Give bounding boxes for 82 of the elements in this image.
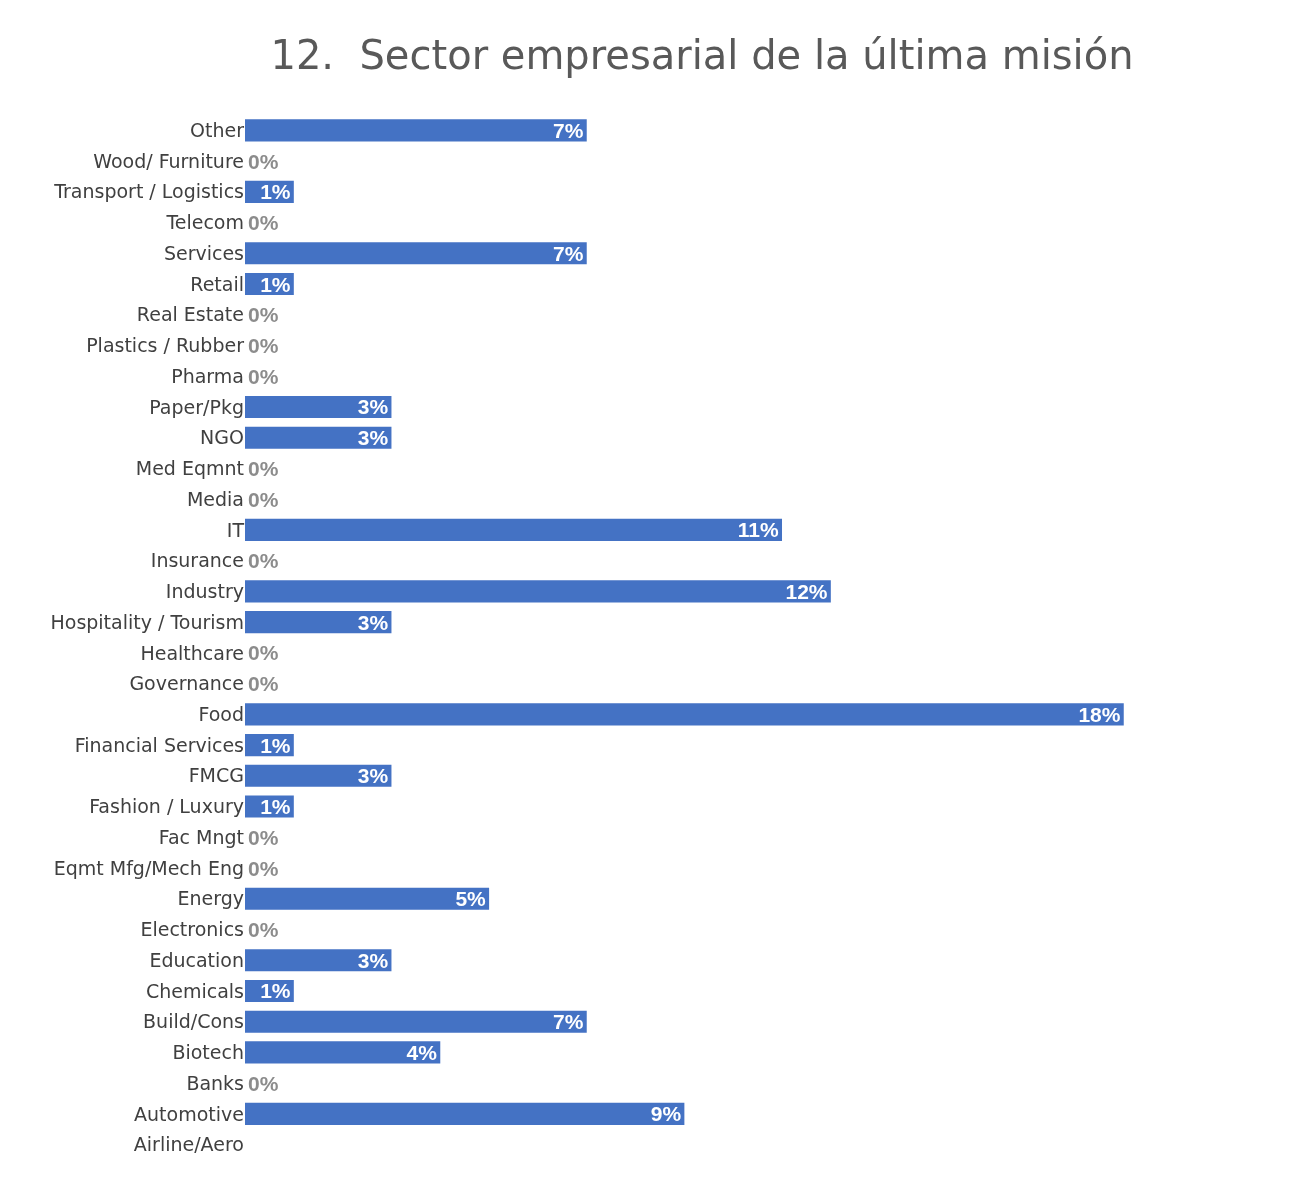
y-tick-label: Plastics / Rubber <box>86 334 245 357</box>
data-label: 3% <box>357 764 389 788</box>
bar <box>245 1041 441 1064</box>
bar <box>245 395 392 419</box>
y-tick-label: Services <box>163 241 244 264</box>
y-tick-label: Media <box>186 487 244 510</box>
bar <box>245 611 392 634</box>
y-tick-label: Telecom <box>165 211 244 234</box>
bar <box>245 242 587 265</box>
data-label: 3% <box>357 426 389 450</box>
data-label: 9% <box>650 1102 682 1126</box>
bar <box>245 887 490 910</box>
y-tick-label: Pharma <box>171 364 244 387</box>
y-tick-label: Fashion / Luxury <box>89 795 244 818</box>
data-label: 0% <box>248 856 279 880</box>
bar <box>245 949 392 972</box>
y-tick-label: Food <box>198 702 244 725</box>
y-tick-label: Energy <box>177 887 244 910</box>
y-tick-label: Governance <box>129 672 244 695</box>
y-tick-label: Education <box>149 948 244 971</box>
data-label: 1% <box>260 733 291 757</box>
data-label: 0% <box>248 303 279 327</box>
y-tick-label: Retail <box>190 272 244 295</box>
bar <box>245 1102 685 1125</box>
data-label: 0% <box>248 149 279 173</box>
y-tick-label: IT <box>226 518 245 541</box>
bar <box>245 518 783 541</box>
y-tick-label: Other <box>190 119 245 142</box>
data-label: 3% <box>357 948 389 972</box>
data-label: 0% <box>248 825 279 849</box>
y-tick-label: FMCG <box>188 764 244 787</box>
y-tick-label: Industry <box>165 580 244 603</box>
y-tick-label: Hospitality / Tourism <box>50 610 244 633</box>
data-label: 7% <box>553 241 584 265</box>
y-tick-label: Transport / Logistics <box>53 180 244 203</box>
bar <box>245 426 392 449</box>
y-tick-label: Wood/ Furniture <box>93 149 244 172</box>
y-tick-label: Insurance <box>150 549 244 572</box>
y-tick-label: Electronics <box>140 918 244 941</box>
y-tick-label: Fac Mngt <box>158 825 244 848</box>
data-label: 0% <box>248 334 279 358</box>
y-tick-label: Real Estate <box>136 303 244 326</box>
data-label: 0% <box>248 487 279 511</box>
data-label: 1% <box>260 272 291 296</box>
data-label: 11% <box>737 518 780 542</box>
bar <box>245 703 1124 726</box>
y-tick-label: Med Eqmnt <box>135 457 244 480</box>
y-tick-label: Biotech <box>172 1041 244 1064</box>
data-label: 7% <box>553 1010 584 1034</box>
data-label: 0% <box>248 1071 279 1095</box>
data-label: 0% <box>248 549 279 573</box>
data-label: 4% <box>406 1040 438 1064</box>
y-tick-label: Airline/Aero <box>133 1133 244 1156</box>
data-label: 0% <box>248 672 279 696</box>
data-label: 7% <box>553 118 584 142</box>
data-label: 1% <box>260 180 291 204</box>
y-tick-label: Financial Services <box>74 733 244 756</box>
bar <box>245 119 587 142</box>
bar <box>245 764 392 787</box>
y-tick-label: NGO <box>200 426 244 449</box>
y-tick-label: Banks <box>186 1071 244 1094</box>
y-tick-label: Paper/Pkg <box>149 395 244 418</box>
data-label: 0% <box>248 364 279 388</box>
bar <box>245 1010 587 1033</box>
data-label: 0% <box>248 641 279 665</box>
chart-title: 12. Sector empresarial de la última misión <box>270 32 1134 79</box>
data-label: 12% <box>785 579 828 603</box>
data-label: 0% <box>248 456 279 480</box>
data-label: 0% <box>248 917 279 941</box>
data-label: 18% <box>1078 702 1121 726</box>
data-label: 3% <box>357 610 389 634</box>
y-tick-label: Chemicals <box>145 979 244 1002</box>
data-label: 0% <box>248 211 279 235</box>
data-label: 1% <box>260 979 291 1003</box>
data-label: 3% <box>357 395 389 419</box>
data-label: 5% <box>455 887 487 911</box>
y-tick-label: Eqmt Mfg/Mech Eng <box>53 856 244 879</box>
y-tick-label: Healthcare <box>140 641 244 664</box>
y-tick-label: Automotive <box>134 1102 244 1125</box>
data-label: 1% <box>260 795 291 819</box>
y-tick-label: Build/Cons <box>143 1010 244 1033</box>
bar <box>245 580 831 603</box>
